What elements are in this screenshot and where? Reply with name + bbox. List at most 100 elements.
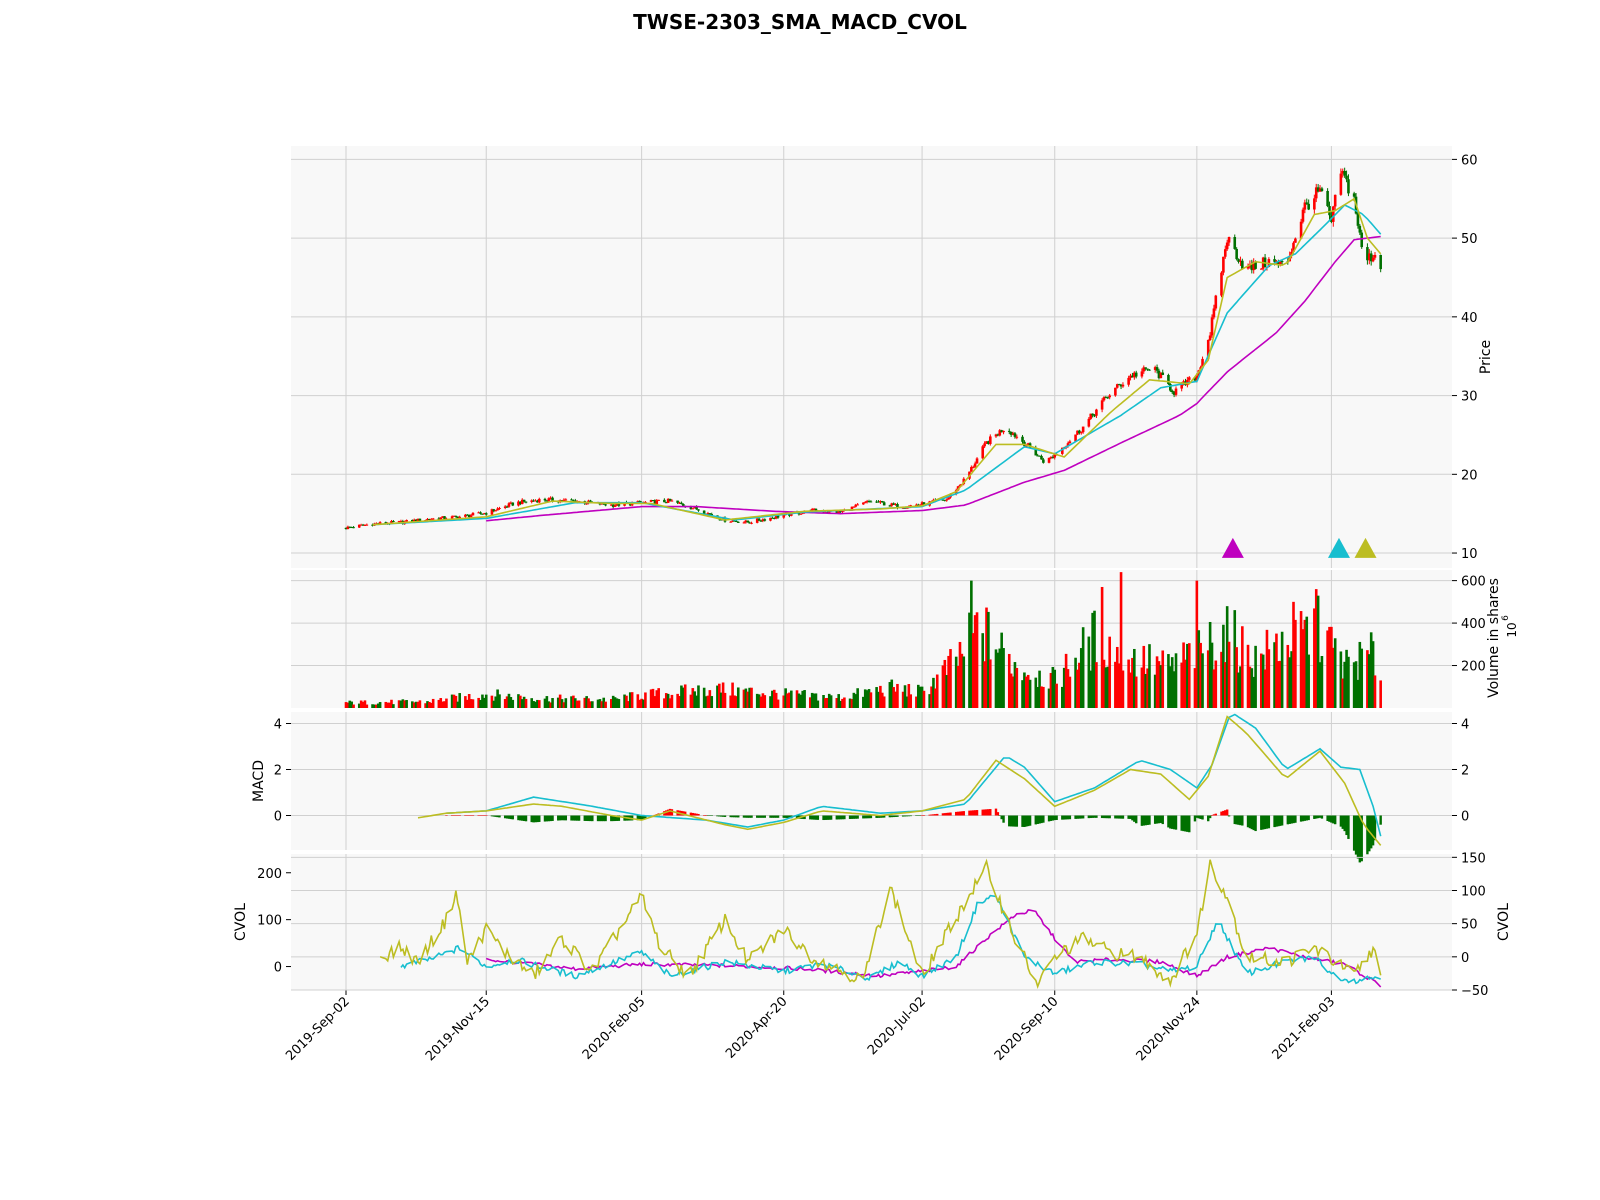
macd-histogram-bar bbox=[1195, 815, 1199, 818]
cvol-axis-label-left: CVOL bbox=[233, 903, 249, 941]
volume-bar bbox=[1034, 677, 1038, 708]
macd-histogram-bar bbox=[587, 815, 590, 822]
macd-histogram-bar bbox=[551, 815, 554, 821]
candle-body bbox=[477, 512, 480, 514]
volume-bar bbox=[666, 693, 670, 708]
macd-histogram-bar bbox=[1222, 810, 1225, 816]
volume-bar bbox=[1206, 650, 1210, 708]
candle-body bbox=[1051, 457, 1055, 459]
volume-bar bbox=[1000, 632, 1003, 708]
macd-histogram-bar bbox=[803, 815, 806, 820]
macd-histogram-bar bbox=[909, 815, 912, 817]
candle-body bbox=[1167, 374, 1170, 385]
volume-bar bbox=[1089, 670, 1093, 708]
macd-histogram-bar bbox=[882, 815, 886, 818]
candle-body bbox=[1220, 272, 1223, 296]
volume-bar bbox=[928, 694, 931, 708]
candle-body bbox=[1369, 253, 1373, 262]
volume-bar bbox=[458, 693, 461, 708]
volume-bar bbox=[848, 698, 852, 708]
candle-body bbox=[1102, 397, 1106, 401]
candle-body bbox=[412, 519, 416, 523]
volume-bar bbox=[1184, 659, 1187, 708]
volume-tick-label: 600 bbox=[1461, 575, 1486, 590]
volume-bar bbox=[1047, 688, 1051, 708]
macd-histogram-bar bbox=[1261, 815, 1265, 830]
volume-bar bbox=[547, 701, 551, 708]
candle-body bbox=[1161, 372, 1165, 375]
volume-bar bbox=[996, 652, 1000, 708]
signal-marker-triangle bbox=[1221, 537, 1244, 558]
macd-histogram-bar bbox=[1356, 815, 1360, 859]
volume-bar bbox=[623, 694, 626, 708]
candle-body bbox=[1280, 261, 1284, 263]
candle-body bbox=[680, 502, 683, 505]
volume-bar bbox=[1104, 667, 1108, 708]
macd-histogram-bar bbox=[532, 815, 535, 823]
candle-body bbox=[1294, 238, 1297, 243]
volume-bar bbox=[378, 702, 382, 708]
candle-body bbox=[439, 517, 443, 520]
macd-histogram-bar bbox=[1241, 815, 1244, 826]
macd-histogram-bar bbox=[530, 815, 533, 823]
macd-histogram-bar bbox=[684, 811, 687, 816]
macd-histogram-bar bbox=[1027, 815, 1030, 827]
candle-body bbox=[1061, 447, 1064, 454]
macd-histogram-bar bbox=[706, 815, 710, 816]
candle-body bbox=[511, 502, 515, 506]
x-tick-label: 2020-Nov-24 bbox=[1134, 994, 1204, 1064]
macd-histogram-bar bbox=[549, 815, 552, 822]
candle-body bbox=[1259, 268, 1263, 270]
macd-histogram-bar bbox=[1354, 815, 1358, 855]
candle-body bbox=[441, 516, 444, 518]
macd-histogram-bar bbox=[901, 815, 905, 817]
candle-body bbox=[344, 527, 348, 530]
macd-histogram-bar bbox=[888, 815, 892, 818]
candle-body bbox=[1352, 193, 1356, 197]
cvol-long-line bbox=[485, 909, 1382, 988]
price-axis-label: Price bbox=[1478, 340, 1494, 374]
candle-body bbox=[666, 498, 670, 503]
volume-bar bbox=[676, 693, 679, 708]
volume-bar bbox=[1265, 629, 1269, 708]
candle-body bbox=[465, 514, 469, 516]
macd-histogram-bar bbox=[560, 815, 564, 821]
candle-body bbox=[1339, 173, 1343, 195]
candle-body bbox=[414, 519, 418, 522]
macd-histogram-bar bbox=[1201, 815, 1204, 820]
macd-histogram-bar bbox=[1002, 815, 1005, 823]
candle-body bbox=[450, 516, 454, 519]
macd-histogram-bar bbox=[1047, 815, 1051, 822]
candle-body bbox=[676, 500, 679, 503]
volume-bar bbox=[945, 675, 949, 708]
volume-bar bbox=[1339, 651, 1343, 708]
macd-histogram-bar bbox=[1091, 815, 1094, 818]
macd-histogram-bar bbox=[1146, 815, 1149, 825]
volume-bar bbox=[729, 695, 732, 708]
volume-bar bbox=[1062, 667, 1066, 708]
cvol-tick-label-right: 150 bbox=[1461, 851, 1486, 866]
volume-bar bbox=[1100, 586, 1104, 708]
candle-body bbox=[549, 497, 552, 499]
macd-histogram-bar bbox=[1333, 815, 1337, 825]
macd-histogram-bar bbox=[941, 813, 945, 816]
candle-body bbox=[1134, 372, 1138, 377]
volume-bar bbox=[784, 688, 787, 708]
candle-body bbox=[1081, 426, 1085, 433]
volume-bar bbox=[958, 641, 962, 708]
macd-histogram-bar bbox=[1214, 813, 1218, 816]
volume-bar bbox=[1140, 667, 1144, 708]
macd-histogram-bar bbox=[1233, 815, 1236, 825]
volume-bar bbox=[890, 679, 894, 708]
volume-bar bbox=[854, 694, 858, 708]
macd-histogram-bar bbox=[682, 811, 685, 816]
candle-body bbox=[1117, 384, 1121, 386]
volume-bar bbox=[718, 683, 721, 708]
volume-bar bbox=[426, 701, 429, 708]
macd-histogram-bar bbox=[809, 815, 812, 820]
macd-histogram-bar bbox=[729, 815, 732, 818]
volume-bar bbox=[1328, 626, 1331, 708]
candle-body bbox=[854, 504, 858, 507]
volume-bar bbox=[403, 700, 407, 708]
volume-bar bbox=[814, 693, 818, 708]
